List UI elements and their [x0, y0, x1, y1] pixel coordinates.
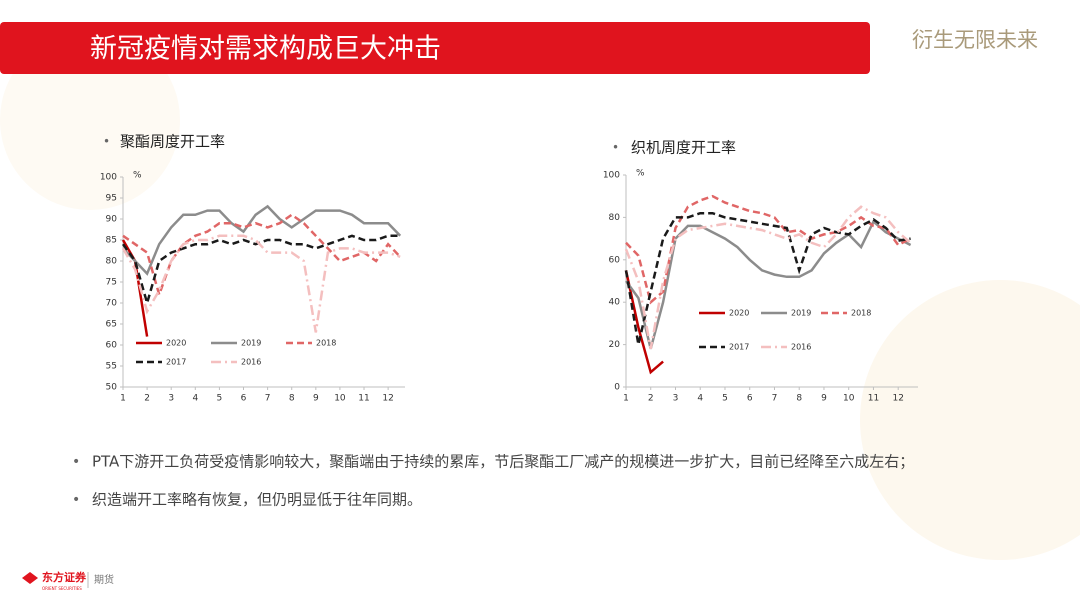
decoration: [0, 30, 180, 210]
y-tick-label: 100: [100, 173, 117, 183]
y-tick-label: 55: [106, 362, 117, 372]
bullet-dot: •: [72, 454, 80, 470]
x-tick-label: 7: [265, 394, 271, 404]
x-tick-label: 6: [747, 394, 753, 404]
legend-label: 2017: [729, 343, 749, 352]
bullet-dot: •: [612, 141, 619, 155]
header-bar: [0, 22, 870, 74]
x-tick-label: 12: [892, 394, 903, 404]
x-tick-label: 8: [796, 394, 802, 404]
series-line: [122, 204, 402, 276]
logo-icon: [22, 572, 38, 584]
slogan: 衍生无限未来: [912, 28, 1038, 52]
x-tick-label: 6: [241, 394, 247, 404]
y-tick-label: 60: [106, 341, 118, 351]
decoration: [860, 280, 1080, 560]
series-line: [624, 205, 912, 350]
chart-title: 织机周度开工率: [631, 139, 736, 157]
x-tick-label: 11: [358, 394, 369, 404]
x-tick-label: 2: [144, 394, 150, 404]
x-tick-label: 5: [217, 394, 223, 404]
y-tick-label: 85: [106, 236, 117, 246]
bullet-text: 织造端开工率略有恢复，但仍明显低于往年同期。: [92, 491, 422, 509]
y-tick-label: 65: [106, 320, 117, 330]
legend-label: 2016: [791, 343, 811, 352]
x-tick-label: 3: [168, 394, 174, 404]
x-tick-label: 10: [334, 394, 346, 404]
x-tick-label: 10: [843, 394, 855, 404]
division: 期货: [94, 573, 114, 586]
series-line: [625, 194, 912, 305]
legend-label: 2017: [166, 358, 186, 367]
x-tick-label: 9: [313, 394, 319, 404]
legend-label: 2018: [316, 339, 336, 348]
y-tick-label: 80: [609, 213, 621, 223]
x-tick-label: 3: [673, 394, 679, 404]
brand: 东方证券: [42, 570, 87, 584]
brand-en: ORIENT SECURITIES: [42, 586, 82, 591]
x-tick-label: 12: [382, 394, 393, 404]
chart-title: 聚酯周度开工率: [120, 133, 225, 151]
series-line: [624, 219, 912, 350]
y-unit: %: [636, 169, 645, 179]
y-tick-label: 90: [106, 215, 118, 225]
x-tick-label: 8: [289, 394, 295, 404]
bullet-dot: •: [72, 492, 80, 508]
x-tick-label: 4: [192, 394, 198, 404]
x-tick-label: 2: [648, 394, 654, 404]
x-tick-label: 9: [821, 394, 827, 404]
x-tick-label: 7: [772, 394, 778, 404]
y-unit: %: [133, 171, 142, 181]
bullet-text: PTA下游开工负荷受疫情影响较大，聚酯端由于持续的累库，节后聚酯工厂减产的规模进…: [92, 453, 914, 471]
y-tick-label: 40: [609, 298, 621, 308]
legend-label: 2018: [851, 309, 871, 318]
y-tick-label: 75: [106, 278, 117, 288]
x-tick-label: 5: [722, 394, 728, 404]
x-tick-label: 4: [697, 394, 703, 404]
series-line: [624, 211, 911, 345]
series-line: [624, 270, 664, 375]
y-tick-label: 80: [106, 257, 118, 267]
legend-label: 2019: [241, 339, 261, 348]
series-line: [121, 234, 401, 333]
y-tick-label: 0: [614, 383, 620, 393]
x-tick-label: 1: [120, 394, 126, 404]
legend-label: 2020: [166, 339, 186, 348]
x-tick-label: 1: [623, 394, 629, 404]
y-tick-label: 100: [603, 171, 620, 181]
y-tick-label: 95: [106, 194, 117, 204]
legend-label: 2020: [729, 309, 749, 318]
legend-label: 2019: [791, 309, 811, 318]
bullet-dot: •: [103, 135, 110, 149]
y-tick-label: 70: [106, 299, 118, 309]
header-title: 新冠疫情对需求构成巨大冲击: [90, 34, 441, 65]
legend-label: 2016: [241, 358, 261, 367]
y-tick-label: 20: [609, 340, 621, 350]
x-tick-label: 11: [868, 394, 879, 404]
y-tick-label: 60: [609, 255, 621, 265]
series-line: [121, 234, 401, 308]
y-tick-label: 50: [106, 383, 118, 393]
series-line: [122, 213, 402, 299]
